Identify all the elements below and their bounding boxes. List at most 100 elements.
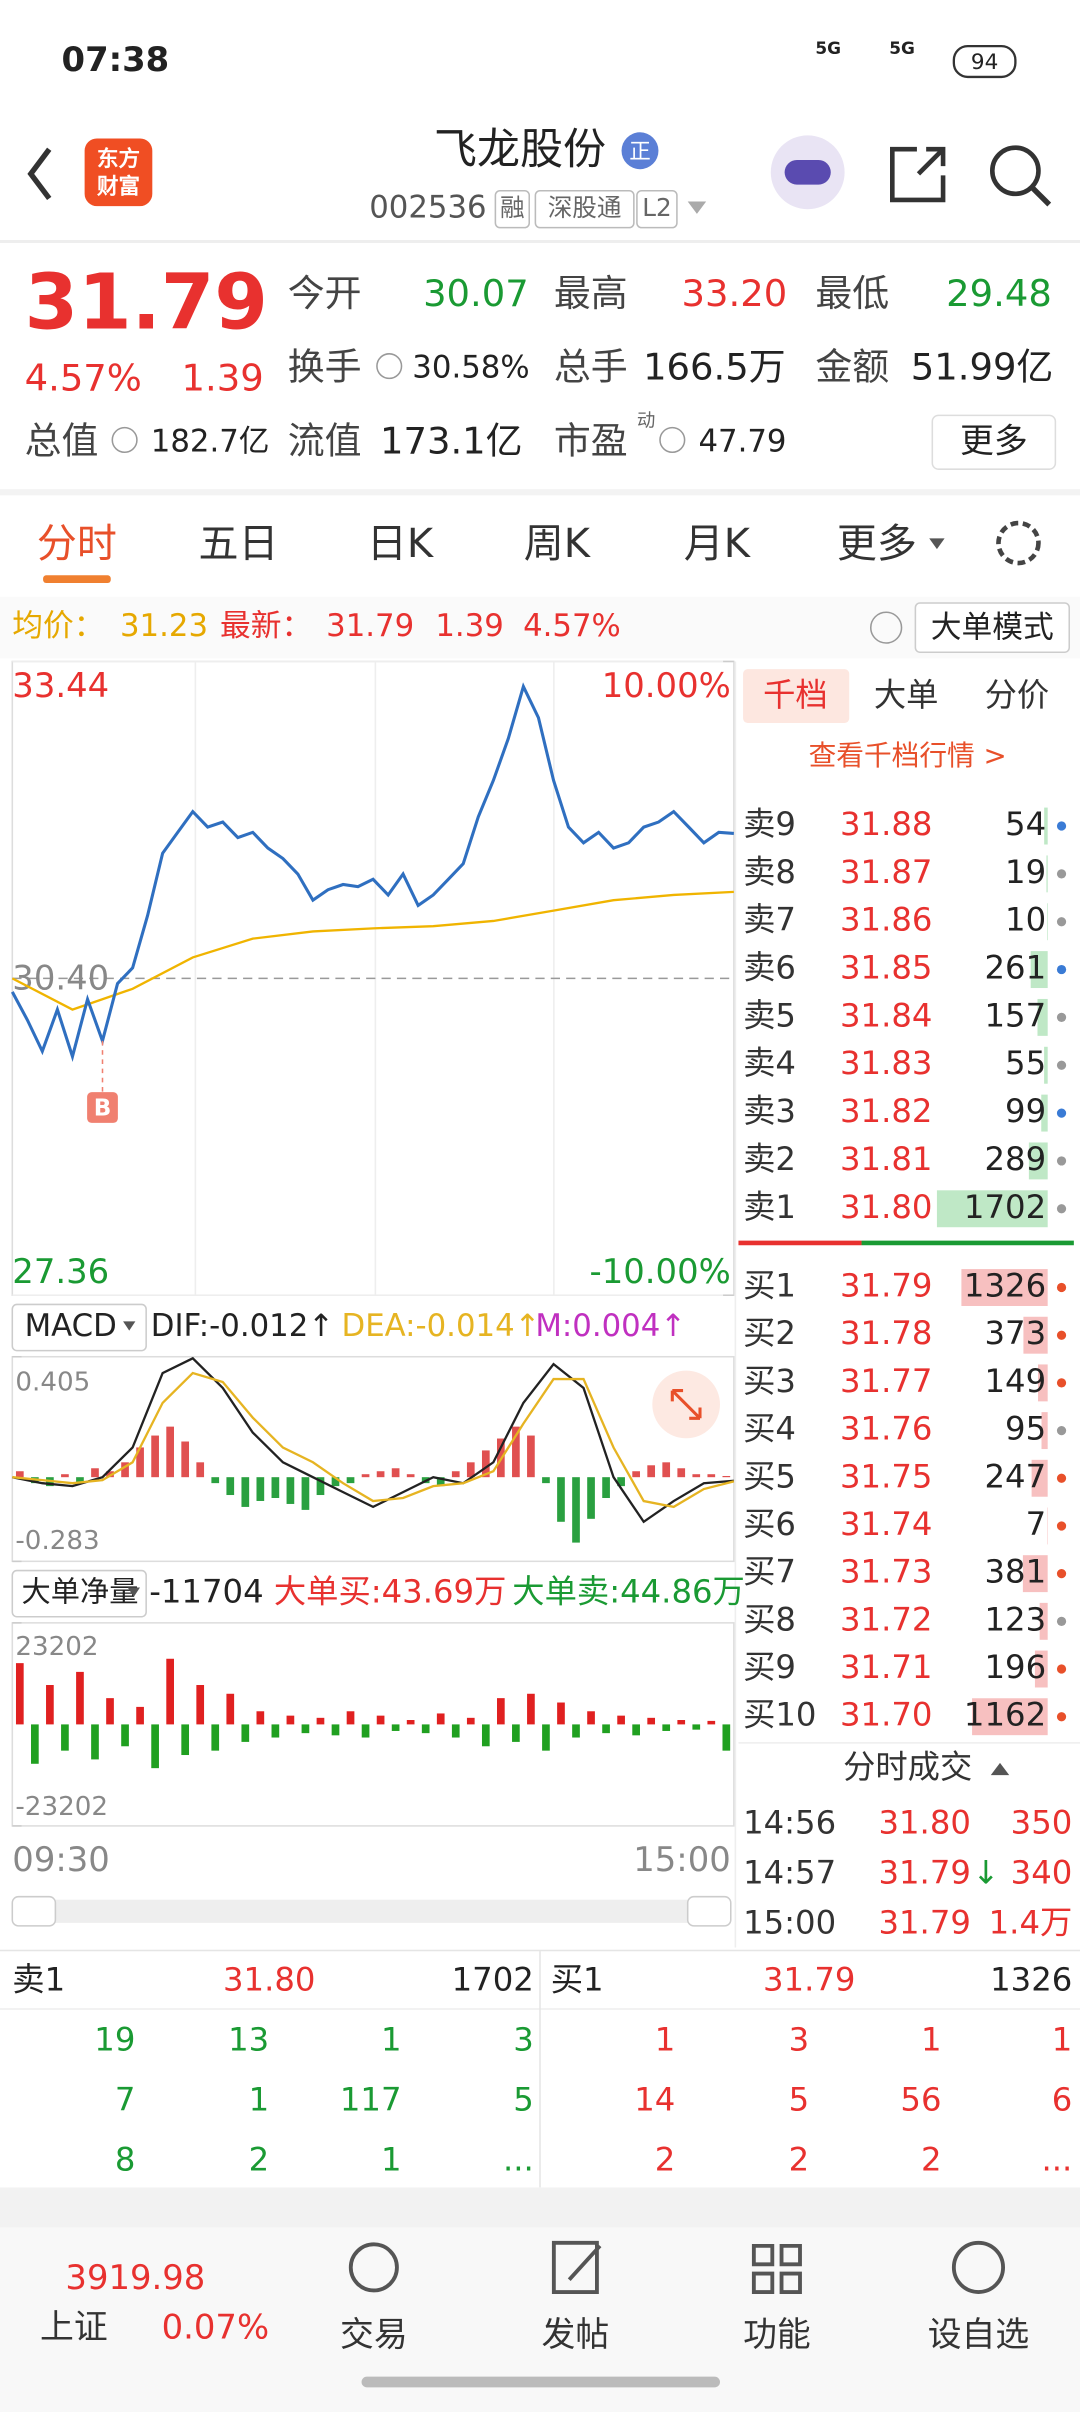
tab[interactable]: 分时: [37, 521, 117, 567]
bar: [406, 1474, 415, 1478]
level-volume: 54: [1005, 805, 1046, 843]
bar: [527, 1435, 535, 1478]
indicator-select[interactable]: [11, 1569, 147, 1618]
more-button[interactable]: [931, 414, 1057, 470]
help-icon[interactable]: [870, 611, 903, 644]
function-icon[interactable]: [751, 2243, 802, 2294]
x-tick-label: 15:00: [633, 1840, 731, 1879]
level-volume: 1702: [964, 1188, 1046, 1226]
bar: [91, 1468, 99, 1478]
bar: [587, 1477, 595, 1519]
dropdown-icon: [929, 538, 945, 550]
trades-title: 分时成交: [843, 1748, 972, 1786]
active-tab-indicator: [43, 575, 111, 584]
nav-item[interactable]: 设自选: [928, 2315, 1029, 2354]
bar: [632, 1724, 640, 1736]
nav-item[interactable]: 交易: [340, 2315, 408, 2354]
battery-icon: [952, 44, 1017, 79]
network: 5G: [889, 38, 915, 58]
watchlist-icon[interactable]: [951, 2240, 1006, 2294]
bar: [406, 1720, 415, 1725]
level-name: 卖4: [743, 1044, 796, 1082]
bar: [376, 1471, 385, 1478]
indicator-select[interactable]: [11, 1303, 147, 1352]
bar: [647, 1717, 656, 1725]
scroll-handle[interactable]: [686, 1895, 732, 1927]
field-label: 最低: [815, 272, 889, 315]
level-price: 31.70: [840, 1696, 932, 1734]
nav-item[interactable]: 功能: [743, 2315, 811, 2354]
level-volume: 247: [984, 1457, 1046, 1495]
volume-bar: [1028, 1142, 1048, 1180]
tab[interactable]: 日K: [367, 521, 435, 567]
bar: [136, 1447, 144, 1478]
level-price: 31.82: [840, 1092, 932, 1130]
bar: [391, 1724, 400, 1731]
bar: [466, 1717, 475, 1725]
level-price: 31.83: [840, 1044, 932, 1082]
volume-bar: [1030, 951, 1048, 989]
battery: 94: [971, 50, 998, 75]
book-tab[interactable]: 分价: [985, 676, 1050, 714]
book-tab[interactable]: 千档: [763, 676, 828, 714]
bar: [722, 1475, 731, 1478]
bar: [271, 1477, 280, 1498]
annotation: B: [94, 1096, 112, 1122]
info-icon[interactable]: [376, 353, 403, 380]
trade-volume: 1.4万: [989, 1903, 1073, 1941]
info-icon[interactable]: [111, 426, 138, 454]
level-price: 31.81: [840, 1140, 932, 1178]
scrollbar[interactable]: [12, 1899, 731, 1923]
bar: [166, 1658, 174, 1725]
mode-button[interactable]: [914, 602, 1070, 653]
trade-volume: 340: [1011, 1853, 1073, 1891]
bar: [361, 1474, 370, 1478]
book-link[interactable]: 查看千档行情 >: [809, 739, 1007, 772]
back-button[interactable]: [27, 147, 52, 201]
y-tick-label: -23202: [15, 1792, 108, 1822]
level-dot: [1056, 1569, 1067, 1579]
book-tab[interactable]: 大单: [874, 676, 939, 714]
field-label: 换手: [288, 346, 362, 389]
bar: [136, 1706, 144, 1725]
level-dot: [1056, 869, 1067, 879]
post-icon[interactable]: [551, 2240, 602, 2294]
search-button[interactable]: [990, 145, 1041, 197]
field-label: 总手: [554, 346, 628, 389]
scroll-handle[interactable]: [11, 1895, 57, 1927]
field-label: 今开: [288, 272, 362, 315]
line-series: [11, 890, 734, 1011]
level-dot: [1056, 1156, 1067, 1166]
dropdown-icon[interactable]: [687, 201, 707, 214]
bar: [15, 1471, 24, 1478]
field-value: 173.1亿: [380, 420, 523, 463]
share-button[interactable]: [890, 146, 946, 203]
trade-icon[interactable]: [348, 2242, 399, 2293]
bar: [647, 1465, 656, 1478]
level-price: 31.78: [840, 1314, 932, 1352]
queue-order: 8: [115, 2140, 136, 2178]
tab[interactable]: 周K: [524, 521, 592, 567]
queue-order: ...: [503, 2140, 534, 2178]
level-dot: [1056, 1712, 1067, 1722]
field-value: 33.20: [682, 272, 788, 315]
volume-bar: [1037, 1364, 1048, 1402]
level-name: 卖1: [743, 1188, 796, 1226]
tab[interactable]: 五日: [198, 521, 278, 567]
bar: [481, 1724, 490, 1747]
tab[interactable]: 月K: [684, 521, 752, 567]
bar: [587, 1711, 595, 1725]
tab[interactable]: 更多: [837, 521, 917, 567]
info-icon[interactable]: [659, 426, 686, 454]
queue-order: 1: [249, 2080, 270, 2118]
tag: 深股通: [548, 193, 622, 222]
volume-bar: [1039, 1602, 1048, 1640]
divider: [0, 489, 1080, 496]
nav-item[interactable]: 发帖: [542, 2315, 610, 2354]
field-value: 166.5万: [643, 346, 786, 389]
level-volume: 99: [1005, 1092, 1046, 1130]
settings-button[interactable]: [996, 520, 1041, 566]
level-volume: 261: [984, 949, 1046, 987]
bar: [346, 1477, 355, 1484]
level-name: 买1: [743, 1267, 796, 1305]
